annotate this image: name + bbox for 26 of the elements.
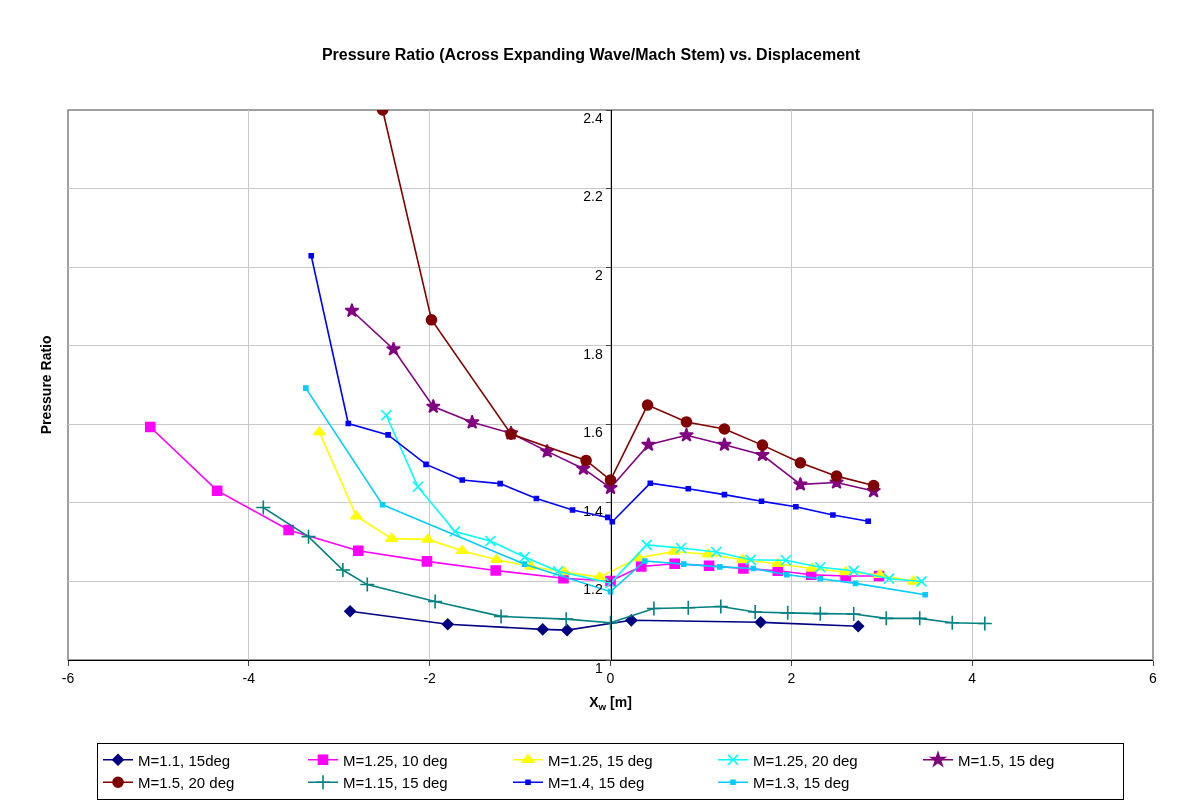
legend-label: M=1.4, 15 deg — [548, 774, 645, 792]
x-tick-label: 0 — [606, 669, 615, 686]
chart-title: Pressure Ratio (Across Expanding Wave/Mach Stem) vs. Displacement — [321, 45, 861, 63]
legend-label: M=1.15, 15 deg — [343, 774, 448, 792]
y-tick-label: 1.2 — [583, 581, 603, 598]
x-tick-label: -2 — [423, 669, 437, 686]
x-tick-label: 4 — [968, 669, 977, 686]
x-tick-label: -4 — [242, 669, 256, 686]
y-tick-label: 1 — [594, 659, 603, 676]
y-tick-label: 1.6 — [583, 424, 603, 441]
y-tick-label: 2 — [594, 267, 603, 284]
y-tick-label: 1.8 — [583, 345, 603, 362]
y-tick-label: 2.2 — [583, 188, 603, 205]
x-tick-label: -6 — [61, 669, 75, 686]
legend-label: M=1.5, 15 deg — [958, 751, 1055, 769]
legend-label: M=1.25, 15 deg — [548, 751, 653, 769]
x-tick-label: 2 — [787, 669, 796, 686]
x-tick-label: 6 — [1149, 669, 1158, 686]
legend-label: M=1.5, 20 deg — [138, 774, 235, 792]
x-axis-title: X$_{w}$ [m] — [589, 694, 632, 713]
legend-label: M=1.3, 15 deg — [753, 774, 850, 792]
y-tick-label: 2.4 — [583, 109, 603, 126]
legend-label: M=1.25, 20 deg — [753, 751, 858, 769]
legend-label: M=1.1, 15deg — [138, 751, 231, 769]
legend-label: M=1.25, 10 deg — [343, 751, 448, 769]
y-axis-title: Pressure Ratio — [38, 335, 55, 435]
